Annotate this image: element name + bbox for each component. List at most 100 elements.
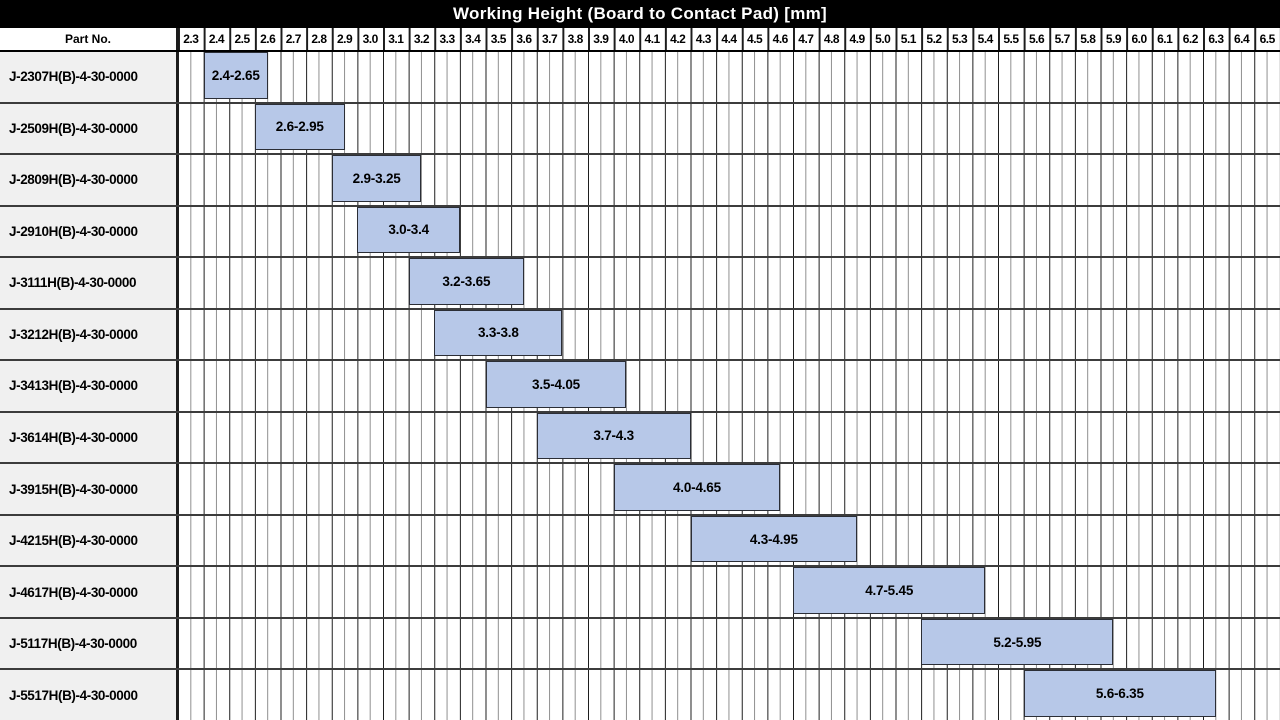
row-grid: 2.9-3.25 — [178, 155, 1280, 205]
row-grid: 3.3-3.8 — [178, 309, 1280, 360]
bar-range-label: 3.0-3.4 — [388, 222, 429, 238]
working-height-range-bar: 2.4-2.65 — [203, 52, 268, 99]
table-row: J-3413H(B)-4-30-0000 3.5-4.05 — [0, 361, 1280, 413]
part-number-cell: J-4215H(B)-4-30-0000 — [0, 515, 178, 566]
axis-tick-label: 5.8 — [1080, 32, 1096, 46]
axis-tick-label: 5.9 — [1105, 32, 1122, 46]
bar-range-label: 2.4-2.65 — [211, 67, 260, 83]
table-row: J-4617H(B)-4-30-0000 4.7-5.45 — [0, 567, 1280, 619]
part-number-cell: J-3212H(B)-4-30-0000 — [0, 309, 178, 360]
axis-tick-label: 4.6 — [772, 32, 789, 46]
axis-tick-label: 4.9 — [849, 32, 866, 46]
axis-tick-label: 4.4 — [721, 32, 737, 46]
table-row: J-5517H(B)-4-30-0000 5.6-6.35 — [0, 670, 1280, 720]
axis-tick-label: 4.7 — [798, 32, 814, 46]
bar-range-label: 3.5-4.05 — [532, 376, 580, 392]
part-number-cell: J-2509H(B)-4-30-0000 — [0, 103, 178, 154]
bar-range-label: 3.2-3.65 — [442, 273, 491, 289]
axis-tick-label: 5.6 — [1028, 32, 1045, 46]
axis-tick-label: 2.8 — [311, 32, 327, 46]
bar-range-label: 5.6-6.35 — [1095, 686, 1144, 702]
bar-range-label: 3.3-3.8 — [478, 325, 519, 341]
axis-tick-label: 5.1 — [900, 32, 917, 46]
row-grid: 2.4-2.65 — [178, 52, 1280, 102]
axis-tick-label: 4.0 — [618, 32, 635, 46]
axis-tick-label: 5.5 — [1003, 32, 1019, 46]
axis-tick-label: 4.8 — [823, 32, 840, 46]
part-no-header-cell: Part No. — [0, 28, 178, 50]
table-row: J-4215H(B)-4-30-0000 4.3-4.95 — [0, 515, 1280, 568]
axis-header-row: Part No. 2.3 2.4 2.5 2.6 2.7 2.8 2.9 3.0 3.1 3.2 3… — [0, 28, 1280, 52]
table-row: J-3915H(B)-4-30-0000 4.0-4.65 — [0, 464, 1280, 516]
part-number-cell: J-3614H(B)-4-30-0000 — [0, 412, 178, 463]
axis-tick-label: 2.4 — [208, 32, 225, 46]
working-height-range-bar: 3.0-3.4 — [357, 206, 460, 254]
working-height-range-bar: 5.6-6.35 — [1023, 670, 1216, 717]
part-number-cell: J-5517H(B)-4-30-0000 — [0, 670, 178, 720]
part-no-header-label: Part No. — [64, 32, 111, 46]
axis-tick-label: 5.3 — [952, 32, 968, 46]
working-height-range-bar: 3.2-3.65 — [408, 258, 524, 305]
row-grid: 3.7-4.3 — [178, 412, 1280, 463]
table-row: J-3111H(B)-4-30-0000 3.2-3.65 — [0, 258, 1280, 310]
axis-tick-label: 3.5 — [490, 32, 507, 46]
axis-tick-label: 6.4 — [1233, 32, 1250, 46]
axis-tick-label: 3.3 — [439, 32, 455, 46]
axis-tick-label: 3.0 — [362, 32, 379, 46]
bar-range-label: 2.9-3.25 — [352, 170, 401, 186]
x-axis-ticks: 2.3 2.4 2.5 2.6 2.7 2.8 2.9 3.0 3.1 3.2 3.3 3.4 3.5 3… — [178, 28, 1280, 50]
bar-range-label: 2.6-2.95 — [275, 119, 324, 135]
working-height-range-bar: 2.9-3.25 — [331, 155, 422, 202]
row-grid: 3.2-3.65 — [178, 258, 1280, 308]
working-height-range-bar: 3.3-3.8 — [434, 309, 563, 357]
axis-tick-label: 5.2 — [926, 32, 942, 46]
bar-range-label: 4.0-4.65 — [672, 480, 721, 496]
part-number-cell: J-3111H(B)-4-30-0000 — [0, 258, 178, 308]
bar-range-label: 4.3-4.95 — [749, 531, 798, 547]
table-row: J-2307H(B)-4-30-0000 2.4-2.65 — [0, 52, 1280, 104]
axis-tick-label: 5.7 — [1054, 32, 1071, 46]
axis-tick-label: 4.5 — [747, 32, 763, 46]
axis-tick-label: 3.2 — [413, 32, 430, 46]
part-number-cell: J-4617H(B)-4-30-0000 — [0, 567, 178, 617]
working-height-range-bar: 3.5-4.05 — [485, 361, 627, 408]
axis-tick-label: 6.2 — [1182, 32, 1199, 46]
axis-tick-label: 5.4 — [977, 32, 994, 46]
axis-tick-label: 3.7 — [542, 32, 558, 46]
table-row: J-2910H(B)-4-30-0000 3.0-3.4 — [0, 206, 1280, 259]
working-height-range-bar: 4.0-4.65 — [613, 464, 781, 511]
row-grid: 3.5-4.05 — [178, 361, 1280, 411]
part-number-cell: J-2910H(B)-4-30-0000 — [0, 206, 178, 257]
working-height-range-bar: 3.7-4.3 — [536, 412, 691, 460]
axis-tick-label: 2.3 — [183, 32, 199, 46]
axis-tick-label: 5.0 — [875, 32, 891, 46]
part-number-cell: J-2307H(B)-4-30-0000 — [0, 52, 178, 102]
table-row: J-2809H(B)-4-30-0000 2.9-3.25 — [0, 155, 1280, 207]
row-grid: 4.0-4.65 — [178, 464, 1280, 514]
part-number-cell: J-3413H(B)-4-30-0000 — [0, 361, 178, 411]
axis-tick-label: 3.8 — [567, 32, 584, 46]
bar-range-label: 5.2-5.95 — [993, 634, 1042, 650]
axis-tick-label: 6.0 — [1131, 32, 1147, 46]
axis-tick-label: 2.7 — [285, 32, 302, 46]
bar-range-label: 3.7-4.3 — [593, 428, 634, 444]
table-body: J-2307H(B)-4-30-0000 2.4-2.65 J-2509H(B)-4… — [0, 52, 1280, 720]
row-grid: 4.3-4.95 — [178, 515, 1280, 566]
table-row: J-3212H(B)-4-30-0000 3.3-3.8 — [0, 309, 1280, 362]
table-row: J-5117H(B)-4-30-0000 5.2-5.95 — [0, 618, 1280, 671]
axis-tick-label: 3.6 — [516, 32, 532, 46]
axis-tick-label: 6.3 — [1208, 32, 1224, 46]
working-height-range-bar: 5.2-5.95 — [921, 618, 1114, 666]
axis-tick-label: 3.4 — [465, 32, 481, 46]
axis-tick-label: 4.1 — [644, 32, 661, 46]
axis-tick-label: 4.3 — [695, 32, 712, 46]
chart-title: Working Height (Board to Contact Pad) [m… — [453, 4, 827, 23]
row-grid: 2.6-2.95 — [178, 103, 1280, 154]
chart-title-bar: Working Height (Board to Contact Pad) [m… — [0, 0, 1280, 28]
axis-tick-label: 2.9 — [336, 32, 353, 46]
row-grid: 5.2-5.95 — [178, 618, 1280, 669]
working-height-range-bar: 4.7-5.45 — [793, 567, 986, 614]
axis-tick-label: 2.6 — [260, 32, 276, 46]
axis-tick-label: 2.5 — [234, 32, 250, 46]
